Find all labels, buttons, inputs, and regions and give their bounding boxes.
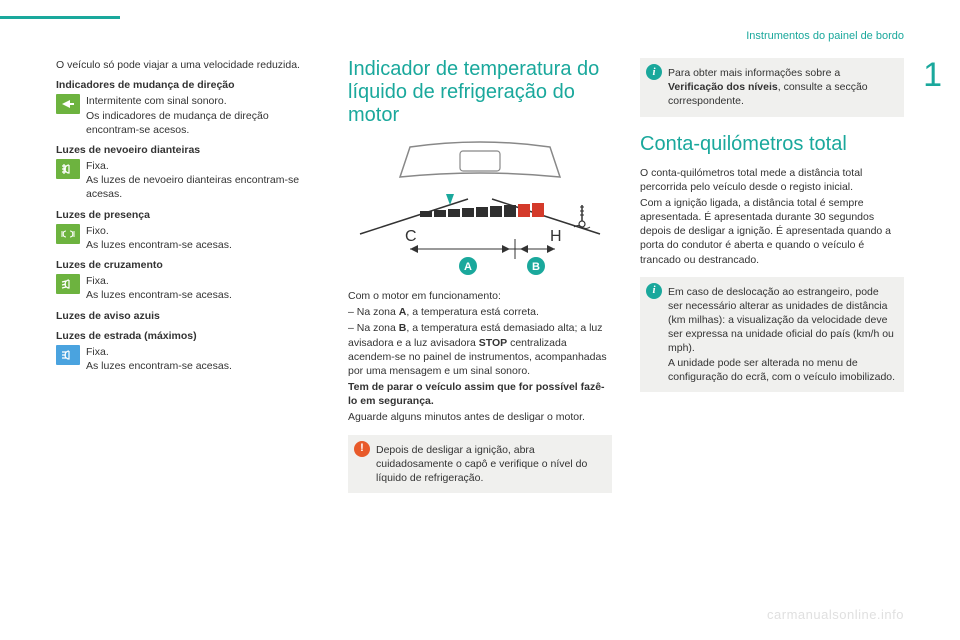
high-beam-icon	[56, 345, 80, 365]
heading-low-beam: Luzes de cruzamento	[56, 258, 320, 272]
heading-odometer: Conta-quilómetros total	[640, 131, 904, 158]
info-icon: i	[646, 64, 662, 80]
coolant-gauge-figure: C H A B	[348, 139, 612, 279]
front-fog-icon	[56, 159, 80, 179]
text: Fixo.	[86, 225, 109, 237]
heading-front-fog: Luzes de nevoeiro dianteiras	[56, 143, 320, 157]
warning-text: Depois de desligar a ignição, abra cuida…	[376, 444, 587, 484]
info-icon: i	[646, 283, 662, 299]
heading-turn-signals: Indicadores de mudança de direção	[56, 78, 320, 92]
text: Os indicadores de mudança de direção enc…	[86, 110, 269, 136]
heading-blue-lights: Luzes de aviso azuis	[56, 309, 320, 323]
section-title: Instrumentos do painel de bordo	[746, 30, 904, 42]
text: As luzes encontram-se acesas.	[86, 239, 232, 251]
list-item: – Na zona A, a temperatura está correta.	[348, 305, 612, 319]
gauge-h-label: H	[550, 228, 562, 245]
text: As luzes encontram-se acesas.	[86, 289, 232, 301]
turn-signal-icon	[56, 94, 80, 114]
watermark: carmanualsonline.info	[767, 607, 904, 622]
chapter-number: 1	[923, 56, 942, 95]
text: Intermitente com sinal sonoro.	[86, 95, 227, 107]
gauge-c-label: C	[405, 228, 417, 245]
svg-text:A: A	[464, 261, 472, 273]
text: Com a ignição ligada, a distância total …	[640, 196, 904, 267]
info-box-units: i Em caso de deslocação ao estrangeiro, …	[640, 277, 904, 392]
text: Aguarde alguns minutos antes de desligar…	[348, 410, 612, 424]
page-columns: O veículo só pode viajar a uma velocidad…	[56, 58, 904, 493]
warning-box: ! Depois de desligar a ignição, abra cui…	[348, 435, 612, 494]
sidelights-icon	[56, 224, 80, 244]
text: Fixa.	[86, 346, 109, 358]
text: As luzes de nevoeiro dianteiras encontra…	[86, 174, 299, 200]
text-bold: Tem de parar o veículo assim que for pos…	[348, 380, 612, 408]
heading-high-beam: Luzes de estrada (máximos)	[56, 329, 320, 343]
svg-text:B: B	[532, 261, 540, 273]
text-bold: Verificação dos níveis	[668, 81, 778, 93]
column-middle: Indicador de temperatura do líquido de r…	[348, 58, 612, 493]
text: Fixa.	[86, 160, 109, 172]
text: O conta-quilómetros total mede a distânc…	[640, 166, 904, 194]
warning-icon: !	[354, 441, 370, 457]
text: Fixa.	[86, 275, 109, 287]
text: Com o motor em funcionamento:	[348, 289, 612, 303]
column-left: O veículo só pode viajar a uma velocidad…	[56, 58, 320, 493]
intro-text: O veículo só pode viajar a uma velocidad…	[56, 58, 320, 72]
text: Para obter mais informações sobre a	[668, 67, 840, 79]
info-box-levels: i Para obter mais informações sobre a Ve…	[640, 58, 904, 117]
list-item: – Na zona B, a temperatura está demasiad…	[348, 321, 612, 378]
heading-coolant-temp: Indicador de temperatura do líquido de r…	[348, 58, 612, 127]
top-accent-bar	[0, 16, 120, 19]
text: As luzes encontram-se acesas.	[86, 360, 232, 372]
column-right: i Para obter mais informações sobre a Ve…	[640, 58, 904, 493]
heading-sidelights: Luzes de presença	[56, 208, 320, 222]
text: A unidade pode ser alterada no menu de c…	[668, 357, 895, 383]
low-beam-icon	[56, 274, 80, 294]
text: Em caso de deslocação ao estrangeiro, po…	[668, 286, 894, 355]
